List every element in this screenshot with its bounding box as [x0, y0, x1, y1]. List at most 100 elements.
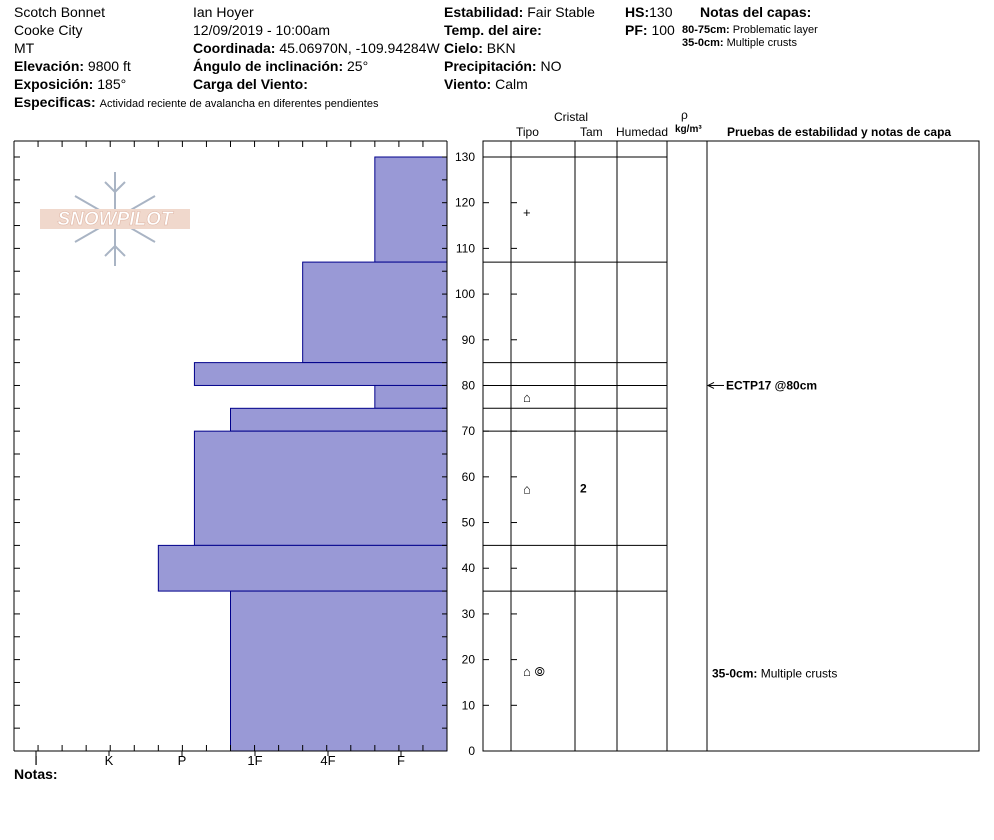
- hardness-bar: [230, 407, 448, 432]
- grain-type-symbol: ⌂: [523, 481, 531, 496]
- hardness-bar: [193, 430, 448, 546]
- grain-type-symbol: +: [523, 205, 531, 220]
- layer-note-range: 35-0cm:: [682, 37, 724, 49]
- y-tick-label: 130: [455, 150, 475, 164]
- rho-header: ρ: [681, 108, 688, 122]
- stability-value: Fair Stable: [527, 4, 595, 20]
- x-tick-label: F: [397, 753, 405, 768]
- layer-notes-title: Notas del capas:: [700, 4, 812, 20]
- wind-row: Viento: Calm: [444, 76, 528, 92]
- state-name: MT: [14, 40, 35, 56]
- pf-row: PF: 100: [625, 22, 675, 38]
- wetness-header: Humedad: [616, 125, 669, 139]
- hs-value: 130: [649, 4, 673, 20]
- layer-note: 35-0cm: Multiple crusts: [682, 37, 797, 50]
- wind-load-label: Carga del Viento:: [193, 76, 308, 92]
- layer-comment-range: 35-0cm:: [712, 666, 761, 680]
- specifics-value: Actividad reciente de avalancha en difer…: [99, 98, 379, 110]
- density-unit-header: kg/m³: [675, 124, 702, 135]
- stability-label: Estabilidad:: [444, 4, 524, 20]
- hardness-bar: [157, 544, 448, 592]
- y-tick-label: 90: [462, 333, 476, 347]
- stability-test-label: ECTP17 @80cm: [726, 378, 817, 392]
- wind-label: Viento:: [444, 76, 492, 92]
- logo-text: SNOWPILOT: [57, 209, 173, 230]
- chart-marks: + ⌂ ⌂ 2 ⌂ ⦾ ECTP17 @80cm 35-0cm: Multiple crus…: [523, 205, 837, 680]
- y-tick-label: 100: [455, 287, 475, 301]
- crystal-header: Cristal: [554, 110, 589, 124]
- hardness-bar: [374, 384, 448, 409]
- x-tick-label: K: [105, 753, 114, 768]
- precip-label: Precipitación:: [444, 58, 537, 74]
- hardness-axes: I K P 1F 4F F 0 10 20 30 40 50 60 70 80 90 100 110 120 130: [13, 140, 476, 768]
- y-tick-label: 20: [462, 653, 476, 667]
- coords-value: 45.06970N, -109.94284W: [279, 40, 440, 56]
- y-tick-label: 70: [462, 424, 476, 438]
- coords-label: Coordinada:: [193, 40, 276, 56]
- hs-row: HS:130: [625, 4, 672, 20]
- hardness-layers: [157, 156, 448, 752]
- grain-size-label: 2: [580, 481, 587, 495]
- hs-label: HS:: [625, 4, 650, 20]
- layer-note-text: Multiple crusts: [726, 37, 797, 49]
- layer-note: 80-75cm: Problematic layer: [682, 24, 818, 37]
- size-header: Tam: [580, 125, 603, 139]
- hardness-bar: [302, 261, 448, 364]
- location-name: Scotch Bonnet: [14, 4, 106, 20]
- grain-type-symbol: ⌂: [523, 390, 531, 405]
- sky-row: Cielo: BKN: [444, 40, 516, 56]
- air-temp-row: Temp. del aire:: [444, 22, 542, 38]
- y-tick-label: 120: [455, 196, 475, 210]
- slope-value: 25°: [347, 58, 369, 74]
- observation-datetime: 12/09/2019 - 10:00am: [193, 22, 330, 38]
- observer-name: Ian Hoyer: [193, 4, 254, 20]
- y-tick-label: 80: [462, 378, 476, 392]
- stability-test-arrow: [706, 382, 715, 389]
- type-header: Tipo: [516, 125, 539, 139]
- y-tick-label: 50: [462, 516, 476, 530]
- x-tick-label: I: [34, 753, 38, 768]
- table-frame: [482, 140, 980, 752]
- city-name: Cooke City: [14, 22, 83, 38]
- sky-value: BKN: [486, 40, 516, 56]
- layer-note-range: 80-75cm:: [682, 24, 730, 36]
- sky-label: Cielo:: [444, 40, 483, 56]
- elevation-label: Elevación:: [14, 58, 85, 74]
- precip-row: Precipitación: NO: [444, 58, 561, 74]
- aspect-label: Exposición:: [14, 76, 94, 92]
- x-tick-label: P: [178, 753, 187, 768]
- layer-note-text: Problematic layer: [732, 24, 818, 36]
- wind-load-row: Carga del Viento:: [193, 76, 308, 92]
- pf-value: 100: [651, 22, 675, 38]
- hardness-bar: [230, 590, 448, 752]
- layer-comment-text: Multiple crusts: [761, 666, 838, 680]
- y-tick-label: 10: [462, 698, 476, 712]
- slope-row: Ángulo de inclinación: 25°: [193, 58, 368, 74]
- aspect-value: 185°: [97, 76, 127, 92]
- x-tick-label: 1F: [247, 753, 262, 768]
- wind-value: Calm: [495, 76, 528, 92]
- specifics-row: Especificas: Actividad reciente de avala…: [14, 94, 378, 111]
- y-tick-label: 40: [462, 561, 476, 575]
- snowpilot-logo: SNOWPILOT: [40, 172, 190, 266]
- stratigraphy-table: [482, 140, 980, 752]
- hardness-bar: [374, 156, 448, 263]
- hardness-bar: [193, 362, 448, 386]
- logo-banner: [40, 209, 190, 229]
- coords-row: Coordinada: 45.06970N, -109.94284W: [193, 40, 440, 56]
- tests-header: Pruebas de estabilidad y notas de capa: [727, 125, 952, 139]
- x-tick-label: 4F: [320, 753, 335, 768]
- stability-row: Estabilidad: Fair Stable: [444, 4, 595, 20]
- aspect-row: Exposición: 185°: [14, 76, 126, 92]
- elevation-value: 9800 ft: [87, 58, 131, 74]
- elevation-row: Elevación: 9800 ft: [14, 58, 131, 74]
- y-tick-label: 60: [462, 470, 476, 484]
- air-temp-label: Temp. del aire:: [444, 22, 542, 38]
- y-tick-label: 30: [462, 607, 476, 621]
- specifics-label: Especificas:: [14, 94, 96, 110]
- precip-value: NO: [540, 58, 562, 74]
- grain-type-symbol: ⌂ ⦾: [523, 664, 545, 679]
- notes-label: Notas:: [14, 766, 58, 782]
- y-tick-label: 0: [468, 744, 475, 758]
